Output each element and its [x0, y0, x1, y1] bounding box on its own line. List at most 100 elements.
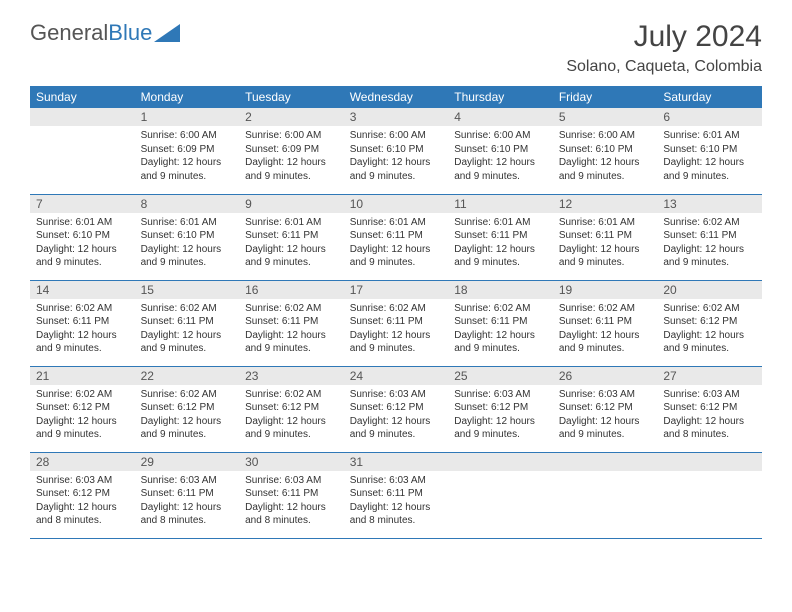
- day-number: 20: [657, 281, 762, 299]
- day-text: Sunrise: 6:02 AMSunset: 6:11 PMDaylight:…: [239, 299, 344, 362]
- day-header: Monday: [135, 86, 240, 108]
- day-header: Wednesday: [344, 86, 449, 108]
- day-number: 27: [657, 367, 762, 385]
- day-text: Sunrise: 6:03 AMSunset: 6:12 PMDaylight:…: [553, 385, 658, 448]
- day-number: 4: [448, 108, 553, 126]
- day-number: 6: [657, 108, 762, 126]
- calendar-cell: 19Sunrise: 6:02 AMSunset: 6:11 PMDayligh…: [553, 280, 658, 366]
- location: Solano, Caqueta, Colombia: [566, 58, 762, 76]
- day-header: Sunday: [30, 86, 135, 108]
- day-number: 18: [448, 281, 553, 299]
- day-text: Sunrise: 6:03 AMSunset: 6:11 PMDaylight:…: [135, 471, 240, 534]
- calendar-cell: 4Sunrise: 6:00 AMSunset: 6:10 PMDaylight…: [448, 108, 553, 194]
- calendar-cell: 7Sunrise: 6:01 AMSunset: 6:10 PMDaylight…: [30, 194, 135, 280]
- day-number: 9: [239, 195, 344, 213]
- calendar-cell: 18Sunrise: 6:02 AMSunset: 6:11 PMDayligh…: [448, 280, 553, 366]
- day-text: Sunrise: 6:01 AMSunset: 6:10 PMDaylight:…: [30, 213, 135, 276]
- logo-text-2: Blue: [108, 20, 152, 46]
- calendar-cell: 12Sunrise: 6:01 AMSunset: 6:11 PMDayligh…: [553, 194, 658, 280]
- day-number: 10: [344, 195, 449, 213]
- day-number: 5: [553, 108, 658, 126]
- day-text: Sunrise: 6:00 AMSunset: 6:10 PMDaylight:…: [344, 126, 449, 189]
- day-number: 19: [553, 281, 658, 299]
- day-number: 31: [344, 453, 449, 471]
- calendar-cell: 26Sunrise: 6:03 AMSunset: 6:12 PMDayligh…: [553, 366, 658, 452]
- day-number: 29: [135, 453, 240, 471]
- calendar-cell: 25Sunrise: 6:03 AMSunset: 6:12 PMDayligh…: [448, 366, 553, 452]
- day-number: [448, 453, 553, 471]
- day-number: 1: [135, 108, 240, 126]
- calendar-cell: 6Sunrise: 6:01 AMSunset: 6:10 PMDaylight…: [657, 108, 762, 194]
- calendar-cell: 14Sunrise: 6:02 AMSunset: 6:11 PMDayligh…: [30, 280, 135, 366]
- day-number: 16: [239, 281, 344, 299]
- day-number: 3: [344, 108, 449, 126]
- calendar-table: SundayMondayTuesdayWednesdayThursdayFrid…: [30, 86, 762, 539]
- calendar-cell: 22Sunrise: 6:02 AMSunset: 6:12 PMDayligh…: [135, 366, 240, 452]
- day-text: Sunrise: 6:03 AMSunset: 6:12 PMDaylight:…: [30, 471, 135, 534]
- calendar-cell: 24Sunrise: 6:03 AMSunset: 6:12 PMDayligh…: [344, 366, 449, 452]
- day-number: 28: [30, 453, 135, 471]
- logo-triangle-icon: [154, 24, 180, 42]
- day-text: Sunrise: 6:00 AMSunset: 6:10 PMDaylight:…: [448, 126, 553, 189]
- day-text: Sunrise: 6:03 AMSunset: 6:12 PMDaylight:…: [344, 385, 449, 448]
- day-text: Sunrise: 6:01 AMSunset: 6:11 PMDaylight:…: [239, 213, 344, 276]
- calendar-cell: [448, 452, 553, 538]
- calendar-cell: 8Sunrise: 6:01 AMSunset: 6:10 PMDaylight…: [135, 194, 240, 280]
- day-number: 26: [553, 367, 658, 385]
- day-number: 8: [135, 195, 240, 213]
- calendar-cell: 31Sunrise: 6:03 AMSunset: 6:11 PMDayligh…: [344, 452, 449, 538]
- calendar-cell: 5Sunrise: 6:00 AMSunset: 6:10 PMDaylight…: [553, 108, 658, 194]
- calendar-cell: 15Sunrise: 6:02 AMSunset: 6:11 PMDayligh…: [135, 280, 240, 366]
- calendar-cell: 9Sunrise: 6:01 AMSunset: 6:11 PMDaylight…: [239, 194, 344, 280]
- day-text: Sunrise: 6:01 AMSunset: 6:11 PMDaylight:…: [448, 213, 553, 276]
- day-text: Sunrise: 6:02 AMSunset: 6:11 PMDaylight:…: [448, 299, 553, 362]
- title-block: July 2024 Solano, Caqueta, Colombia: [566, 20, 762, 76]
- day-text: Sunrise: 6:03 AMSunset: 6:11 PMDaylight:…: [239, 471, 344, 534]
- calendar-cell: 23Sunrise: 6:02 AMSunset: 6:12 PMDayligh…: [239, 366, 344, 452]
- day-text: Sunrise: 6:02 AMSunset: 6:11 PMDaylight:…: [135, 299, 240, 362]
- calendar-cell: 1Sunrise: 6:00 AMSunset: 6:09 PMDaylight…: [135, 108, 240, 194]
- day-text: Sunrise: 6:01 AMSunset: 6:11 PMDaylight:…: [553, 213, 658, 276]
- calendar-cell: 16Sunrise: 6:02 AMSunset: 6:11 PMDayligh…: [239, 280, 344, 366]
- day-number: 22: [135, 367, 240, 385]
- day-text: Sunrise: 6:02 AMSunset: 6:12 PMDaylight:…: [239, 385, 344, 448]
- day-number: 30: [239, 453, 344, 471]
- day-number: 24: [344, 367, 449, 385]
- calendar-cell: 3Sunrise: 6:00 AMSunset: 6:10 PMDaylight…: [344, 108, 449, 194]
- day-header: Saturday: [657, 86, 762, 108]
- calendar-cell: [553, 452, 658, 538]
- day-number: [30, 108, 135, 126]
- day-text: Sunrise: 6:00 AMSunset: 6:09 PMDaylight:…: [135, 126, 240, 189]
- day-header: Friday: [553, 86, 658, 108]
- logo: GeneralBlue: [30, 20, 180, 46]
- header: GeneralBlue July 2024 Solano, Caqueta, C…: [30, 20, 762, 76]
- calendar-body: 1Sunrise: 6:00 AMSunset: 6:09 PMDaylight…: [30, 108, 762, 538]
- day-number: [657, 453, 762, 471]
- day-text: Sunrise: 6:01 AMSunset: 6:10 PMDaylight:…: [135, 213, 240, 276]
- day-number: 17: [344, 281, 449, 299]
- calendar-cell: 28Sunrise: 6:03 AMSunset: 6:12 PMDayligh…: [30, 452, 135, 538]
- day-text: Sunrise: 6:02 AMSunset: 6:12 PMDaylight:…: [135, 385, 240, 448]
- day-text: Sunrise: 6:01 AMSunset: 6:11 PMDaylight:…: [344, 213, 449, 276]
- day-number: 7: [30, 195, 135, 213]
- day-text: Sunrise: 6:02 AMSunset: 6:11 PMDaylight:…: [30, 299, 135, 362]
- day-header-row: SundayMondayTuesdayWednesdayThursdayFrid…: [30, 86, 762, 108]
- day-text: Sunrise: 6:02 AMSunset: 6:11 PMDaylight:…: [344, 299, 449, 362]
- month-title: July 2024: [566, 20, 762, 54]
- logo-text-1: General: [30, 20, 108, 46]
- day-text: Sunrise: 6:03 AMSunset: 6:12 PMDaylight:…: [657, 385, 762, 448]
- day-number: 13: [657, 195, 762, 213]
- calendar-cell: 27Sunrise: 6:03 AMSunset: 6:12 PMDayligh…: [657, 366, 762, 452]
- calendar-cell: 21Sunrise: 6:02 AMSunset: 6:12 PMDayligh…: [30, 366, 135, 452]
- calendar-cell: 29Sunrise: 6:03 AMSunset: 6:11 PMDayligh…: [135, 452, 240, 538]
- day-text: Sunrise: 6:02 AMSunset: 6:12 PMDaylight:…: [30, 385, 135, 448]
- day-text: Sunrise: 6:02 AMSunset: 6:11 PMDaylight:…: [657, 213, 762, 276]
- day-text: Sunrise: 6:03 AMSunset: 6:12 PMDaylight:…: [448, 385, 553, 448]
- day-text: Sunrise: 6:00 AMSunset: 6:10 PMDaylight:…: [553, 126, 658, 189]
- day-number: 12: [553, 195, 658, 213]
- day-text: Sunrise: 6:03 AMSunset: 6:11 PMDaylight:…: [344, 471, 449, 534]
- calendar-cell: 17Sunrise: 6:02 AMSunset: 6:11 PMDayligh…: [344, 280, 449, 366]
- calendar-week: 21Sunrise: 6:02 AMSunset: 6:12 PMDayligh…: [30, 366, 762, 452]
- day-text: Sunrise: 6:02 AMSunset: 6:12 PMDaylight:…: [657, 299, 762, 362]
- day-number: 21: [30, 367, 135, 385]
